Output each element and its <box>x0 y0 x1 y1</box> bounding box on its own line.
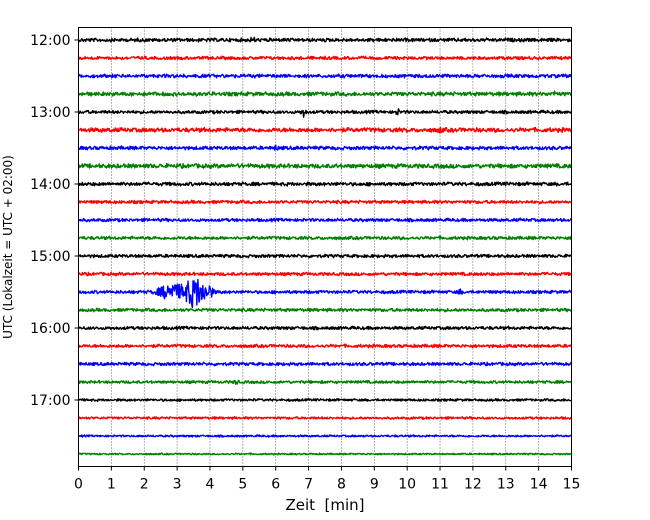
trace-1545 <box>78 307 572 313</box>
x-tick-label: 3 <box>173 477 182 493</box>
trace-1515 <box>77 271 572 277</box>
x-tick-label: 11 <box>431 477 449 493</box>
x-tick-label: 7 <box>304 477 313 493</box>
y-tick-label: 13:00 <box>30 105 70 121</box>
trace-1600 <box>77 325 573 331</box>
y-tick-label: 12:00 <box>30 33 70 49</box>
trace-1415 <box>77 199 573 205</box>
trace-1645 <box>77 379 573 385</box>
trace-1245 <box>77 90 573 97</box>
trace-1315 <box>77 126 572 134</box>
x-tick-label: 0 <box>74 477 83 493</box>
x-tick-label: 14 <box>530 477 548 493</box>
y-axis-ticks: 12:00 13:00 14:00 15:00 16:00 17:00 <box>30 33 79 409</box>
x-tick-label: 6 <box>271 477 280 493</box>
trace-1230 <box>77 73 573 79</box>
x-tick-label: 9 <box>370 477 379 493</box>
plot-background <box>78 27 572 467</box>
trace-1615 <box>77 343 572 349</box>
trace-1500 <box>78 253 572 259</box>
trace-1330 <box>77 144 573 151</box>
plot-frame <box>78 27 572 467</box>
x-tick-label: 10 <box>398 477 416 493</box>
y-tick-label: 15:00 <box>30 249 70 265</box>
x-tick-label: 15 <box>563 477 581 493</box>
trace-1445 <box>77 235 573 241</box>
x-axis-ticks: 0 1 2 3 4 5 6 7 8 9 10 11 12 13 14 15 <box>74 466 581 493</box>
trace-1700 <box>78 398 572 403</box>
trace-1345 <box>77 162 572 170</box>
x-gridlines <box>111 27 539 467</box>
trace-1730 <box>78 434 573 438</box>
trace-1430 <box>77 217 573 223</box>
trace-1715 <box>78 416 572 420</box>
trace-1215 <box>77 55 573 61</box>
trace-1200 <box>77 36 573 43</box>
trace-1530 <box>77 278 572 309</box>
x-tick-label: 5 <box>238 477 247 493</box>
x-tick-label: 4 <box>206 477 215 493</box>
y-tick-label: 17:00 <box>30 393 70 409</box>
trace-1630 <box>78 361 573 367</box>
x-tick-label: 8 <box>337 477 346 493</box>
x-tick-label: 2 <box>140 477 149 493</box>
trace-1400 <box>77 181 572 187</box>
x-tick-label: 1 <box>107 477 116 493</box>
trace-1300 <box>77 108 573 118</box>
y-tick-label: 14:00 <box>30 177 70 193</box>
y-tick-label: 16:00 <box>30 321 70 337</box>
x-axis-label: Zeit [min] <box>285 496 364 514</box>
x-tick-label: 13 <box>497 477 515 493</box>
x-tick-label: 12 <box>464 477 482 493</box>
seismograph-traces <box>77 36 573 456</box>
trace-1745 <box>78 452 572 456</box>
y-axis-label: UTC (Lokalzeit = UTC + 02:00) <box>1 155 15 339</box>
